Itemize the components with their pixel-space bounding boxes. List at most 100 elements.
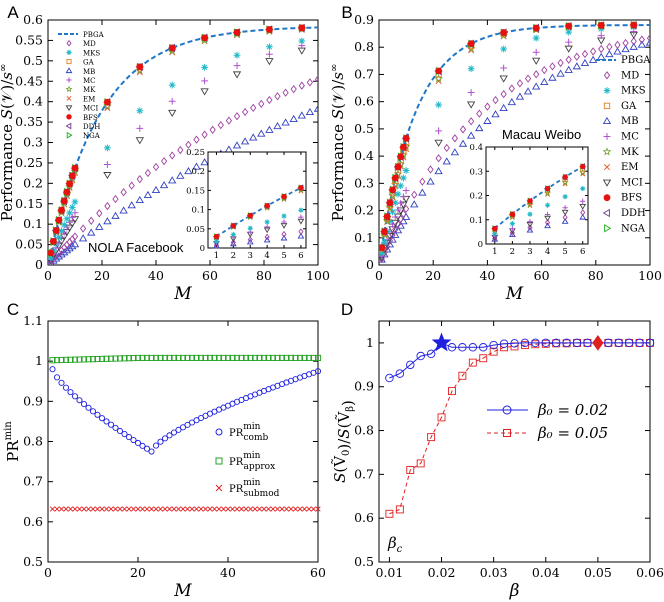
series-beta002-point <box>458 343 467 352</box>
submod-point <box>283 506 290 512</box>
series-mc-point <box>168 97 176 105</box>
series-mks-point <box>68 203 76 211</box>
inset-mc-point <box>562 205 568 211</box>
legend-mb-label: MB <box>621 116 639 127</box>
inset-mks-point <box>298 207 304 213</box>
series-mb-point <box>418 188 427 196</box>
comb-point <box>170 429 178 436</box>
series-md-point <box>88 216 95 225</box>
series-beta002-point <box>604 338 613 348</box>
legend-mb-marker <box>602 116 612 125</box>
legend-mk-label: MK <box>83 86 96 94</box>
series-beta005-point <box>437 413 446 422</box>
series-bfs-point <box>233 29 241 36</box>
series-mci-point <box>499 75 508 83</box>
series-md-point <box>589 47 597 56</box>
series-mci-point <box>265 58 274 66</box>
submod-point <box>130 506 137 512</box>
y-axis-label: S(Ṽ0)/S(Ṽβ) <box>331 400 357 483</box>
panel-c: 0 20 40 60 0.5 0.6 0.7 0.8 0.9 1 1.1 PRmin comb PRmin… <box>3 300 326 601</box>
y-tick-label: 0.2 <box>191 167 205 177</box>
y-tick-label: 0.8 <box>354 39 374 54</box>
approx-point <box>233 354 241 362</box>
approx-point <box>152 354 160 362</box>
series-mb-point <box>70 240 80 248</box>
series-md-point <box>500 89 507 99</box>
x-tick-label: 1 <box>214 251 219 261</box>
series-mb-point <box>200 158 209 166</box>
legend-ddh-marker <box>65 122 72 130</box>
y-tick-label: 0.45 <box>15 73 43 88</box>
beta0-002-star <box>431 332 452 352</box>
legend-pbga-label: PBGA <box>83 31 105 39</box>
approx-point <box>301 354 308 362</box>
inset-mb-point <box>280 234 288 241</box>
y-tick-label: 0.5 <box>354 554 374 569</box>
series-mb-point <box>289 114 298 122</box>
submod-point <box>90 506 96 512</box>
approx-point <box>58 356 65 364</box>
y-tick-label: 1 <box>366 335 374 350</box>
x-tick-label: 4 <box>264 251 269 261</box>
comb-point <box>130 436 137 444</box>
legend-nga-marker <box>66 131 73 139</box>
x-tick-label: 40 <box>220 565 236 580</box>
comb-point <box>157 438 164 445</box>
series-bfs-point <box>381 228 388 235</box>
series-mb-point <box>273 122 282 130</box>
comb-point <box>67 389 74 396</box>
series-beta002-point <box>583 338 592 348</box>
approx-point <box>121 355 128 362</box>
submod-point <box>144 506 150 512</box>
y-tick-label: 0.2 <box>469 192 483 202</box>
series-mci-point <box>168 109 177 118</box>
legend-mc-label: MC <box>83 77 96 85</box>
y-tick-label: 0 <box>478 240 483 250</box>
plot-area <box>379 20 650 263</box>
x-axis-label: β <box>509 581 520 601</box>
inset-bfs-point <box>527 198 533 204</box>
comb-point <box>80 401 88 408</box>
series-beta002-point <box>531 338 540 348</box>
x-tick-label: 0.05 <box>584 565 612 580</box>
x-tick-label: 0.02 <box>428 565 456 580</box>
legend-mks-marker <box>66 49 72 55</box>
series-bfs-point <box>66 180 73 188</box>
series-mc-point <box>136 124 144 132</box>
series-mks-point <box>397 182 405 190</box>
approx-point <box>161 354 169 362</box>
approx-point <box>260 354 268 362</box>
series-beta002-point <box>635 338 644 348</box>
y-tick-label: 0 <box>366 257 374 272</box>
submod-point <box>112 506 119 512</box>
series-md-point <box>241 107 249 117</box>
series-mci-point <box>434 139 443 147</box>
series-bfs-point <box>565 22 573 30</box>
series-md-point <box>298 81 305 90</box>
inset-mks-point <box>580 185 586 192</box>
inset-mc-point <box>527 218 533 225</box>
y-tick-label: 0.1 <box>469 216 483 226</box>
submod-point <box>171 506 177 512</box>
series-mb-point <box>499 103 508 112</box>
comb-point <box>62 384 70 391</box>
submod-point <box>297 506 303 512</box>
series-beta005-point <box>479 354 488 363</box>
approx-point <box>62 356 70 363</box>
series-bfs-point <box>630 21 638 29</box>
comb-point <box>76 397 83 404</box>
y-axis-label: Performance S(𝒱)/s∞ <box>329 64 347 222</box>
approx-point <box>256 354 263 362</box>
approx-point <box>287 354 295 362</box>
x-axis-label: M <box>173 284 192 304</box>
y-tick-label: 0.3 <box>469 167 483 177</box>
comb-point <box>139 442 146 449</box>
series-beta002-point <box>468 343 478 352</box>
series-mb-point <box>391 230 400 238</box>
panel-b: 0 20 40 60 80 10000.10.20.30.40.50.60.70.80.9… <box>329 3 662 304</box>
series-mb-point <box>621 44 630 53</box>
y-tick-label: 0.1 <box>191 206 205 216</box>
legend-em-label: EM <box>621 162 639 173</box>
legend-ga-marker <box>603 102 611 110</box>
series-mks-point <box>394 190 402 198</box>
